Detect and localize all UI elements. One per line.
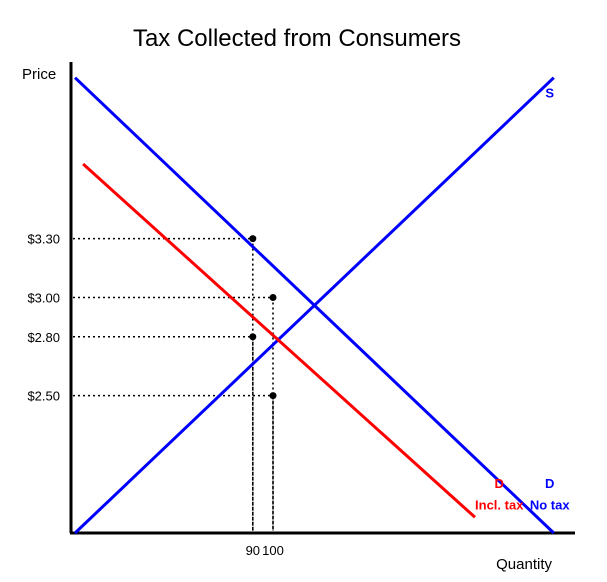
x-tick-label: 90 <box>246 543 260 558</box>
series-line-d-no-tax <box>74 76 555 535</box>
y-tick-label: $3.00 <box>27 291 60 306</box>
y-axis-label: Price <box>22 66 56 83</box>
data-point-3 <box>249 333 257 341</box>
y-tick-label: $3.30 <box>27 232 60 247</box>
curve-label-d: D <box>495 476 504 491</box>
y-tick-label: $2.80 <box>27 330 60 345</box>
series-line-d-incl-tax <box>82 162 477 519</box>
x-axis-label: Quantity <box>496 556 552 573</box>
y-tick-label: $2.50 <box>27 389 60 404</box>
data-point-1 <box>249 235 257 243</box>
curve-label-incl-tax: Incl. tax <box>475 497 524 512</box>
curve-label-d: D <box>545 476 554 491</box>
curve-label-s: S <box>545 85 554 100</box>
x-tick-label: 100 <box>262 543 284 558</box>
data-point-2 <box>269 294 277 301</box>
curve-label-no-tax: No tax <box>530 497 571 512</box>
data-point-4 <box>269 392 277 400</box>
chart-title: Tax Collected from Consumers <box>133 25 461 52</box>
